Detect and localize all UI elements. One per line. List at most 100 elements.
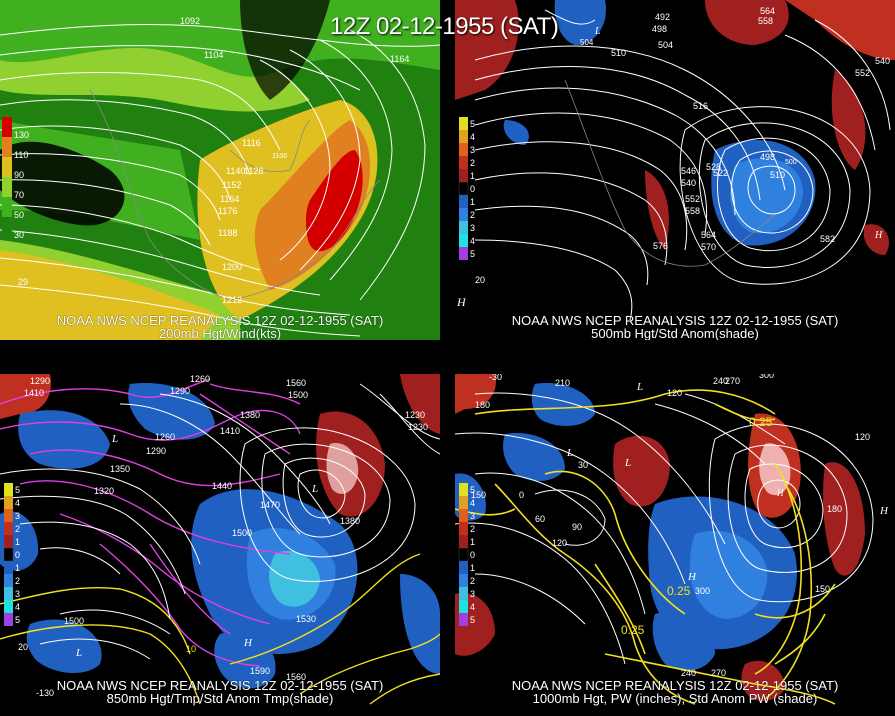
svg-text:240: 240 (681, 668, 696, 678)
svg-text:1230: 1230 (408, 422, 428, 432)
svg-text:1: 1 (470, 197, 475, 207)
svg-text:5: 5 (470, 485, 475, 495)
svg-text:3: 3 (470, 145, 475, 155)
svg-text:L: L (566, 447, 573, 459)
svg-text:130: 130 (14, 130, 29, 140)
legend-1000mb: 5 4 3 2 1 0 1 2 3 4 5 (458, 483, 475, 626)
svg-text:150: 150 (815, 584, 830, 594)
svg-text:1320: 1320 (94, 486, 114, 496)
svg-text:20: 20 (475, 275, 485, 285)
svg-text:546: 546 (681, 166, 696, 176)
svg-text:5: 5 (15, 615, 20, 625)
svg-text:4: 4 (470, 236, 475, 246)
map-500mb: 492 498 504 564 558 510 540 552 516 546 … (455, 0, 895, 340)
contour-label: 29 (18, 277, 28, 287)
svg-text:528: 528 (706, 162, 721, 172)
svg-text:516: 516 (693, 101, 708, 111)
contour-label: 1116 (242, 138, 261, 148)
svg-text:30: 30 (578, 460, 588, 470)
svg-text:1: 1 (15, 563, 20, 573)
svg-text:1350: 1350 (110, 464, 130, 474)
svg-text:552: 552 (685, 194, 700, 204)
svg-text:90: 90 (572, 522, 582, 532)
svg-text:498: 498 (760, 152, 775, 162)
svg-text:300: 300 (695, 586, 710, 596)
svg-text:10: 10 (186, 644, 196, 654)
svg-text:510: 510 (611, 48, 626, 58)
svg-text:1: 1 (470, 171, 475, 181)
svg-text:60: 60 (535, 514, 545, 524)
svg-text:H: H (456, 295, 467, 309)
svg-text:180: 180 (827, 504, 842, 514)
svg-text:0: 0 (519, 490, 524, 500)
contour-label: 1164 (220, 194, 239, 204)
svg-text:564: 564 (760, 6, 775, 16)
svg-text:1500: 1500 (232, 528, 252, 538)
svg-text:3: 3 (15, 511, 20, 521)
svg-text:3: 3 (470, 589, 475, 599)
svg-text:-130: -130 (36, 688, 54, 698)
caption-field: 850mb Hgt/Tmp/Std Anom Tmp(shade) (106, 691, 334, 706)
svg-text:2: 2 (470, 524, 475, 534)
svg-text:120: 120 (552, 538, 567, 548)
svg-text:3: 3 (470, 223, 475, 233)
svg-text:1560: 1560 (286, 672, 306, 682)
svg-text:0: 0 (470, 550, 475, 560)
svg-text:120: 120 (855, 432, 870, 442)
svg-text:1: 1 (15, 537, 20, 547)
svg-text:1380: 1380 (340, 516, 360, 526)
svg-text:1470: 1470 (260, 500, 280, 510)
svg-text:504: 504 (658, 40, 673, 50)
caption-source: NOAA NWS NCEP REANALYSIS 12Z 02-12-1955 … (511, 678, 839, 693)
svg-text:2: 2 (470, 576, 475, 586)
contour-label: 1164 (390, 54, 409, 64)
svg-text:1260: 1260 (190, 374, 210, 384)
svg-text:L: L (594, 26, 601, 37)
svg-text:2: 2 (15, 524, 20, 534)
svg-text:576: 576 (653, 241, 668, 251)
svg-text:570: 570 (701, 242, 716, 252)
svg-text:H: H (687, 571, 697, 583)
svg-text:500: 500 (785, 159, 797, 166)
svg-text:2: 2 (15, 576, 20, 586)
panel-1000mb: -30 210 180 120 240 270 300 0.25 60 90 1… (455, 374, 895, 716)
svg-text:0.25: 0.25 (667, 584, 691, 598)
svg-text:4: 4 (15, 602, 20, 612)
svg-text:1290: 1290 (30, 376, 50, 386)
map-1000mb: -30 210 180 120 240 270 300 0.25 60 90 1… (455, 374, 895, 716)
svg-text:L: L (75, 647, 82, 659)
svg-text:5: 5 (470, 249, 475, 259)
svg-text:70: 70 (14, 190, 24, 200)
svg-text:0: 0 (15, 550, 20, 560)
svg-text:1380: 1380 (240, 410, 260, 420)
panel-500mb: 492 498 504 564 558 510 540 552 516 546 … (455, 0, 895, 340)
svg-text:1410: 1410 (24, 388, 44, 398)
svg-text:210: 210 (555, 378, 570, 388)
contour-label: 1128 (244, 166, 263, 176)
svg-text:1260: 1260 (155, 432, 175, 442)
svg-text:180: 180 (475, 400, 490, 410)
svg-text:1: 1 (470, 563, 475, 573)
svg-text:L: L (111, 433, 118, 445)
svg-text:498: 498 (652, 24, 667, 34)
svg-text:3: 3 (470, 511, 475, 521)
legend-500mb: 5 4 3 2 1 0 1 2 3 4 5 (458, 117, 475, 260)
contour-label: 1152 (222, 180, 241, 190)
svg-text:1230: 1230 (405, 410, 425, 420)
map-200mb: 1092 1104 1164 1116 1106 1140 1128 1152 … (0, 0, 440, 340)
svg-text:558: 558 (685, 206, 700, 216)
legend-200mb: 130 110 90 70 50 30 (2, 117, 29, 240)
caption-source: NOAA NWS NCEP REANALYSIS 12Z 02-12-1955 … (56, 678, 384, 693)
svg-text:492: 492 (655, 12, 670, 22)
svg-text:582: 582 (820, 234, 835, 244)
svg-text:150: 150 (471, 490, 486, 500)
svg-text:5: 5 (470, 615, 475, 625)
svg-text:4: 4 (470, 498, 475, 508)
svg-text:2: 2 (470, 210, 475, 220)
svg-text:-30: -30 (489, 374, 502, 382)
svg-text:1590: 1590 (250, 666, 270, 676)
svg-text:4: 4 (470, 132, 475, 142)
svg-text:504: 504 (580, 38, 594, 47)
page-title: 12Z 02-12-1955 (SAT) (330, 13, 559, 40)
svg-text:H: H (879, 505, 889, 517)
